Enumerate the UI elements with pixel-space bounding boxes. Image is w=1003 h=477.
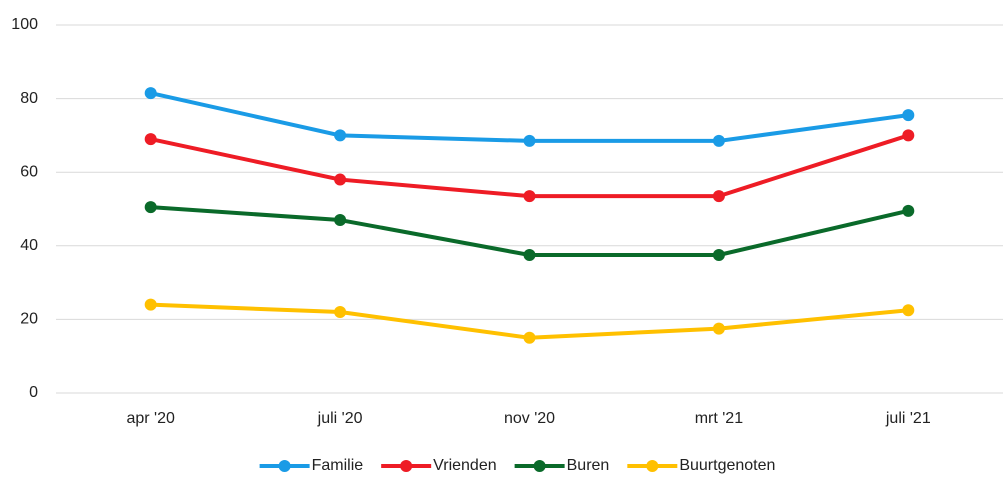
data-point xyxy=(334,129,347,142)
data-point xyxy=(902,129,915,142)
x-tick-label: juli '21 xyxy=(885,410,931,427)
y-tick-label: 60 xyxy=(20,163,38,180)
data-point xyxy=(523,134,536,147)
y-tick-label: 20 xyxy=(20,311,38,328)
y-tick-label: 100 xyxy=(11,16,38,33)
y-tick-label: 0 xyxy=(29,384,38,401)
data-point xyxy=(523,331,536,344)
series-line xyxy=(150,91,909,143)
data-point xyxy=(334,214,347,227)
legend: Familie Vrienden Buren Buurtgenoten xyxy=(259,457,775,474)
y-tick-label: 40 xyxy=(20,237,38,254)
data-point xyxy=(144,133,157,146)
data-point xyxy=(712,190,725,203)
data-point xyxy=(144,298,157,311)
x-tick-label: mrt '21 xyxy=(695,410,744,427)
data-point xyxy=(712,249,725,261)
series-line xyxy=(150,205,909,257)
legend-marker xyxy=(400,460,413,472)
data-point xyxy=(523,249,536,261)
legend-marker xyxy=(533,460,546,472)
data-point xyxy=(712,134,725,147)
y-tick-label: 80 xyxy=(20,90,38,107)
data-point xyxy=(144,87,157,100)
legend-marker xyxy=(646,460,659,472)
x-tick-label: nov '20 xyxy=(504,410,555,427)
legend-label: Vrienden xyxy=(433,457,496,474)
legend-label: Buurtgenoten xyxy=(679,457,775,474)
legend-label: Familie xyxy=(312,457,364,474)
x-tick-label: juli '20 xyxy=(317,410,363,427)
legend-label: Buren xyxy=(567,457,610,474)
x-tick-label: apr '20 xyxy=(126,410,175,427)
legend-marker xyxy=(278,460,291,472)
data-point xyxy=(902,109,915,122)
data-point xyxy=(334,306,347,319)
data-point xyxy=(712,322,725,335)
data-point xyxy=(523,190,536,203)
data-point xyxy=(144,201,157,214)
data-point xyxy=(902,304,915,317)
data-point xyxy=(902,204,915,217)
data-point xyxy=(334,173,347,186)
